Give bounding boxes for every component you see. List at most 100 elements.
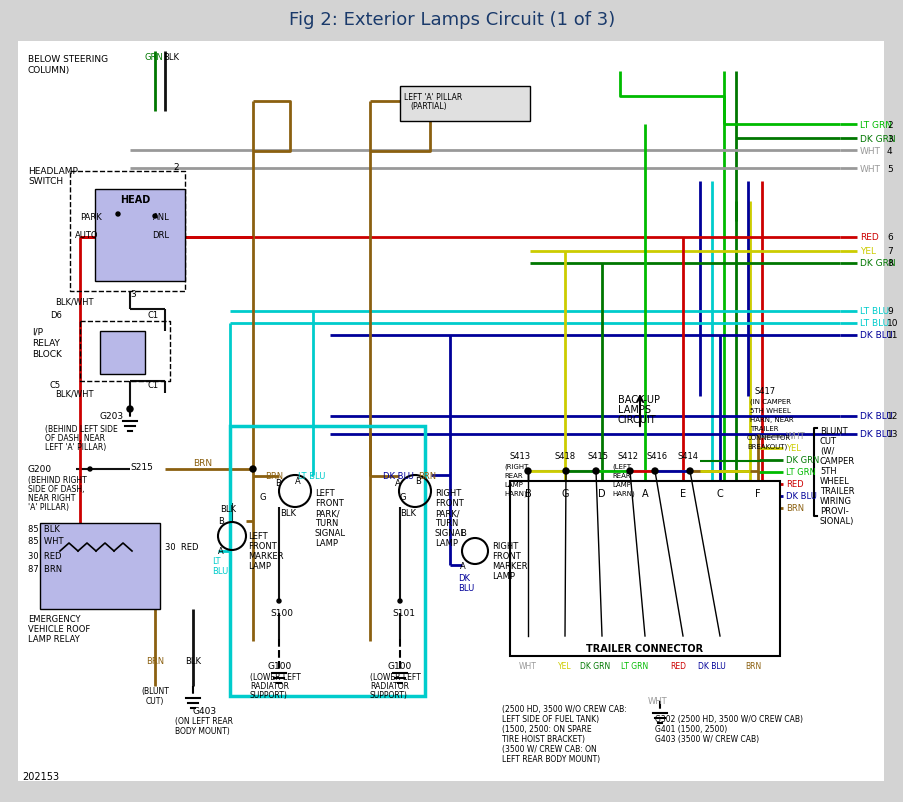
Text: LT BLU: LT BLU (298, 472, 325, 481)
Text: (PARTIAL): (PARTIAL) (410, 103, 446, 111)
Text: RADIATOR: RADIATOR (369, 682, 408, 691)
Text: DK BLU: DK BLU (697, 662, 725, 670)
Text: G403: G403 (192, 707, 217, 715)
Text: (IN CAMPER: (IN CAMPER (749, 399, 790, 405)
Text: FRONT: FRONT (434, 499, 463, 508)
Text: LT GRN: LT GRN (785, 468, 815, 477)
Text: 30  RED: 30 RED (165, 543, 199, 552)
Text: LEFT: LEFT (314, 489, 334, 498)
Text: 13: 13 (886, 430, 898, 439)
Text: WIRING: WIRING (819, 497, 851, 506)
Circle shape (525, 468, 530, 475)
Text: YEL: YEL (859, 247, 875, 256)
Text: G203: G203 (100, 412, 124, 421)
Text: CUT): CUT) (145, 697, 164, 706)
Text: BLUNT: BLUNT (819, 427, 847, 436)
Text: LT GRN: LT GRN (620, 662, 648, 670)
Text: S418: S418 (554, 452, 575, 461)
Text: DK GRN: DK GRN (859, 134, 895, 144)
Text: S215: S215 (130, 463, 153, 472)
Text: S413: S413 (509, 452, 531, 461)
Text: (LOWER LEFT: (LOWER LEFT (250, 673, 301, 682)
Text: LAMP: LAMP (434, 539, 458, 548)
Text: (ON LEFT REAR: (ON LEFT REAR (175, 717, 233, 726)
Text: 11: 11 (886, 331, 898, 340)
Text: BLK/WHT: BLK/WHT (55, 389, 93, 398)
Text: G: G (561, 488, 568, 498)
Text: TIRE HOIST BRACKET): TIRE HOIST BRACKET) (501, 735, 584, 743)
Text: TRAILER: TRAILER (749, 426, 777, 431)
Text: LAMP: LAMP (611, 481, 630, 488)
Text: (W/: (W/ (819, 447, 833, 456)
Text: DK GRN: DK GRN (859, 259, 895, 268)
Circle shape (250, 467, 256, 472)
Text: B: B (414, 477, 421, 486)
Text: REAR: REAR (611, 472, 630, 479)
Text: C5: C5 (50, 381, 61, 390)
Text: ANL: ANL (153, 213, 170, 221)
Text: (RIGHT: (RIGHT (504, 464, 527, 470)
Text: YEL: YEL (785, 444, 800, 453)
Text: BRN: BRN (192, 459, 212, 468)
Text: DK: DK (458, 573, 470, 583)
Text: Fig 2: Exterior Lamps Circuit (1 of 3): Fig 2: Exterior Lamps Circuit (1 of 3) (289, 11, 614, 29)
Text: WHT: WHT (785, 432, 805, 441)
Text: PROVI-: PROVI- (819, 507, 848, 516)
Text: 85  BLK: 85 BLK (28, 525, 60, 534)
Text: (2500 HD, 3500 W/O CREW CAB:: (2500 HD, 3500 W/O CREW CAB: (501, 705, 626, 714)
Circle shape (116, 213, 120, 217)
Text: A: A (218, 547, 224, 556)
Text: S101: S101 (392, 609, 414, 618)
Text: HARN): HARN) (611, 490, 634, 496)
Text: BRN: BRN (145, 657, 163, 666)
Text: VEHICLE ROOF: VEHICLE ROOF (28, 625, 90, 634)
Text: WHEEL: WHEEL (819, 477, 849, 486)
Text: LEFT 'A' PILLAR: LEFT 'A' PILLAR (404, 92, 461, 101)
Text: A: A (641, 488, 647, 498)
Text: LEFT REAR BODY MOUNT): LEFT REAR BODY MOUNT) (501, 755, 600, 764)
Text: SIGNAL: SIGNAL (314, 529, 346, 538)
Text: GRN: GRN (144, 52, 163, 62)
Circle shape (88, 468, 92, 472)
Text: B: B (218, 516, 224, 526)
Text: AUTO: AUTO (75, 230, 98, 239)
Text: B: B (460, 529, 465, 538)
Text: 30  RED: 30 RED (28, 552, 61, 561)
Text: 'A' PILLAR): 'A' PILLAR) (28, 503, 69, 512)
Text: TRAILER: TRAILER (819, 487, 853, 496)
Text: BRN: BRN (785, 504, 804, 512)
Text: WHT: WHT (859, 146, 880, 156)
Text: 6: 6 (886, 233, 892, 242)
Text: 7: 7 (886, 247, 892, 256)
Text: S416: S416 (647, 452, 667, 461)
Text: 5TH WHEEL: 5TH WHEEL (749, 407, 790, 414)
Text: B: B (524, 488, 531, 498)
Text: LAMP: LAMP (491, 572, 515, 581)
Text: A: A (395, 479, 400, 488)
Text: G: G (399, 493, 406, 502)
Text: D6: D6 (50, 311, 61, 320)
Circle shape (153, 215, 157, 219)
Text: BREAKOUT): BREAKOUT) (746, 444, 787, 450)
Bar (95, 190, 185, 282)
Text: G403 (3500 W/ CREW CAB): G403 (3500 W/ CREW CAB) (655, 735, 759, 743)
Text: S415: S415 (587, 452, 609, 461)
Text: RED: RED (859, 233, 878, 242)
Circle shape (397, 599, 402, 603)
Text: FRONT: FRONT (314, 499, 343, 508)
Text: 5TH: 5TH (819, 467, 835, 476)
Text: S100: S100 (270, 609, 293, 618)
Text: DK GRN: DK GRN (579, 662, 610, 670)
Text: SIGNAL: SIGNAL (434, 529, 465, 538)
Text: (BEHIND RIGHT: (BEHIND RIGHT (28, 476, 87, 485)
Text: F: F (754, 488, 760, 498)
Text: (3500 W/ CREW CAB: ON: (3500 W/ CREW CAB: ON (501, 744, 596, 754)
Circle shape (627, 468, 632, 475)
Text: RED: RED (785, 480, 803, 489)
Text: 10: 10 (886, 319, 898, 328)
Text: DK BLU: DK BLU (859, 412, 892, 421)
Text: LT: LT (212, 557, 220, 565)
Text: CAMPER: CAMPER (819, 457, 854, 466)
Bar (40, 524, 160, 610)
Text: SWITCH: SWITCH (28, 177, 63, 186)
